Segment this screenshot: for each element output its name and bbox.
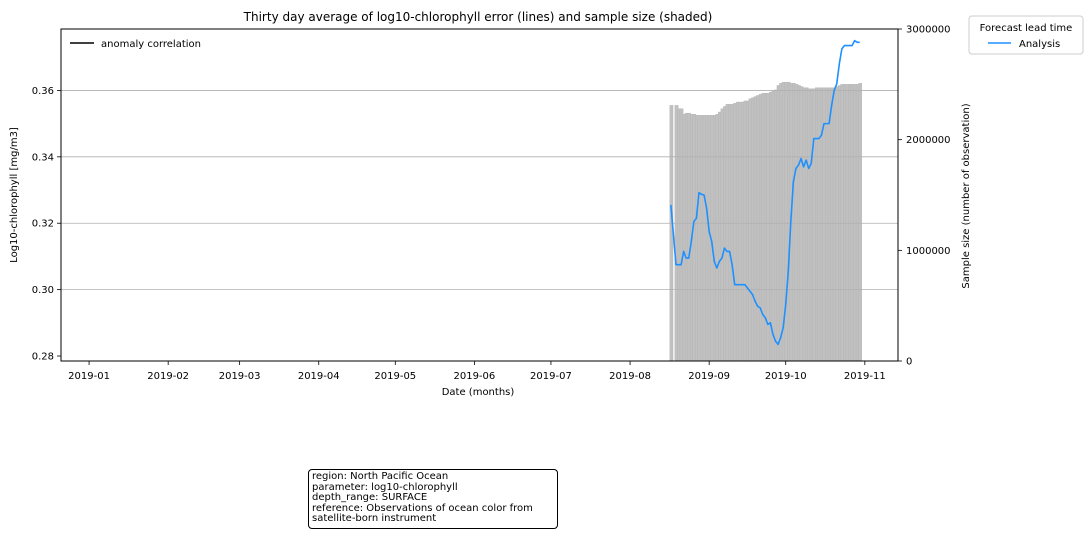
grid-lines (61, 90, 898, 291)
x-tick-label: 2019-08 (609, 371, 651, 382)
y-tick-label: 0.30 (32, 285, 54, 296)
chart-title: Thirty day average of log10-chlorophyll … (243, 10, 713, 24)
inner-legend: anomaly correlation (70, 39, 201, 50)
info-line-region: region: North Pacific Ocean (312, 471, 449, 482)
x-tick-label: 2019-06 (453, 371, 495, 382)
y-axis-title: Log10-chlorophyll [mg/m3] (9, 127, 20, 263)
y-tick-label: 0.28 (32, 352, 54, 363)
x-tick-label: 2019-10 (765, 371, 807, 382)
x-tick-label: 2019-04 (298, 371, 340, 382)
y-axis-ticks: 0.28 0.30 0.32 0.34 0.36 (32, 86, 61, 363)
sample-size-bar (858, 83, 863, 362)
series-line-analysis (670, 39, 860, 346)
x-tick-label: 2019-01 (68, 371, 110, 382)
plot-frame (60, 28, 899, 362)
outer-legend-frame (968, 15, 1084, 55)
x-tick-label: 2019-11 (844, 371, 886, 382)
info-line-parameter: parameter: log10-chlorophyll (312, 481, 458, 493)
y2-tick-label: 3000000 (906, 25, 951, 36)
info-line-reference: reference: Observations of ocean color f… (312, 502, 533, 514)
x-tick-label: 2019-07 (530, 371, 572, 382)
y-tick-label: 0.34 (32, 152, 54, 163)
y2-axis-ticks: 0 1000000 2000000 3000000 (898, 25, 951, 368)
legend-label-anomaly-correlation: anomaly correlation (101, 39, 201, 50)
x-tick-label: 2019-03 (219, 371, 261, 382)
y2-tick-label: 0 (906, 357, 912, 368)
legend-label-analysis: Analysis (1019, 39, 1060, 50)
info-box: region: North Pacific Ocean parameter: l… (308, 469, 558, 529)
x-tick-label: 2019-05 (374, 371, 416, 382)
info-line-reference-cont: satellite-born instrument (312, 513, 437, 525)
y2-tick-label: 2000000 (906, 135, 951, 146)
y-tick-label: 0.36 (32, 86, 54, 97)
y2-tick-label: 1000000 (906, 246, 951, 257)
x-axis-title: Date (months) (442, 387, 515, 398)
y-tick-label: 0.32 (32, 219, 54, 230)
series-lines (670, 39, 860, 346)
x-tick-label: 2019-02 (147, 371, 189, 382)
info-line-depth-range: depth_range: SURFACE (312, 492, 428, 504)
x-axis-ticks: 2019-01 2019-02 2019-03 2019-04 2019-05 2019-… (68, 361, 886, 382)
y2-axis-title: Sample size (number of observation) (961, 103, 972, 288)
outer-legend: Forecast lead time Analysis (968, 15, 1084, 55)
outer-legend-title: Forecast lead time (980, 23, 1073, 34)
x-tick-label: 2019-09 (688, 371, 730, 382)
